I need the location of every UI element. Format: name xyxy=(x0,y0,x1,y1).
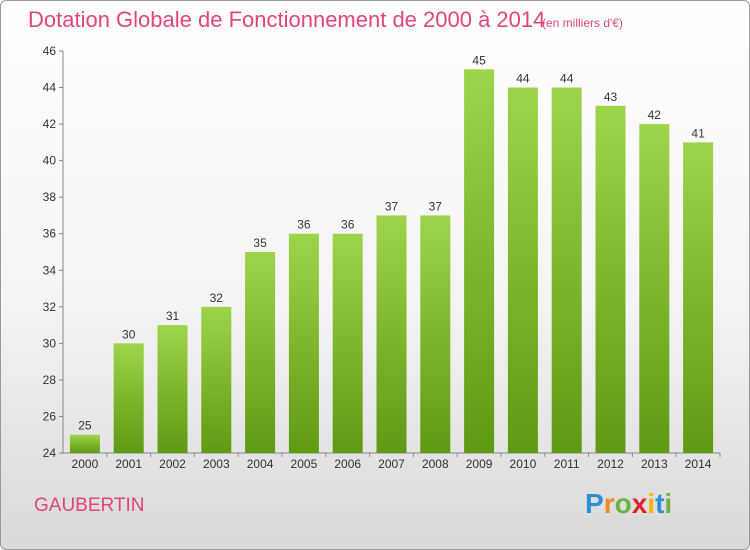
y-tick-label: 42 xyxy=(43,117,57,131)
data-label: 42 xyxy=(648,108,662,122)
y-tick-label: 24 xyxy=(43,446,57,460)
bar xyxy=(69,434,100,453)
x-tick-label: 2009 xyxy=(466,457,493,471)
data-label: 36 xyxy=(341,218,355,232)
x-tick-label: 2003 xyxy=(203,457,230,471)
bar xyxy=(420,215,451,453)
x-tick-label: 2008 xyxy=(422,457,449,471)
bar xyxy=(507,87,538,453)
y-tick-label: 40 xyxy=(43,154,57,168)
data-label: 32 xyxy=(210,291,224,305)
x-tick-label: 2001 xyxy=(115,457,142,471)
data-label: 25 xyxy=(78,419,92,433)
bars xyxy=(69,69,714,454)
bar xyxy=(376,215,407,453)
y-tick-label: 28 xyxy=(43,373,57,387)
chart-subtitle: (en milliers d'€) xyxy=(542,16,623,30)
bar xyxy=(157,325,188,453)
logo-letter: P xyxy=(585,488,604,519)
data-label: 44 xyxy=(560,72,574,86)
axes: 24 26 28 30 32 34 36 38 40 42 44 46 xyxy=(43,44,721,460)
logo-letter: r xyxy=(603,488,615,519)
data-label: 37 xyxy=(429,199,443,213)
y-tick-label: 44 xyxy=(43,81,57,95)
x-tick-label: 2007 xyxy=(378,457,405,471)
y-tick-label: 34 xyxy=(43,263,57,277)
bar xyxy=(245,252,276,453)
logo-letter: t xyxy=(655,488,665,519)
data-label: 43 xyxy=(604,90,618,104)
y-tick-label: 46 xyxy=(43,44,57,58)
x-tick-label: 2010 xyxy=(510,457,537,471)
y-tick-label: 32 xyxy=(43,300,57,314)
y-tick-label: 36 xyxy=(43,227,57,241)
x-tick-label: 2000 xyxy=(72,457,99,471)
bar xyxy=(639,124,670,453)
y-tick-label: 26 xyxy=(43,409,57,423)
x-tick-label: 2004 xyxy=(247,457,274,471)
y-tick-label: 38 xyxy=(43,190,57,204)
chart-title: Dotation Globale de Fonctionnement de 20… xyxy=(28,7,546,32)
y-tick-label: 30 xyxy=(43,336,57,350)
bar xyxy=(464,69,495,453)
proxiti-logo: Proxiti xyxy=(585,488,672,520)
logo-letter: i xyxy=(664,488,673,519)
x-tick-label: 2011 xyxy=(554,457,580,471)
x-tick-label: 2006 xyxy=(334,457,361,471)
bar xyxy=(288,233,319,453)
x-tick-label: 2005 xyxy=(291,457,318,471)
bar xyxy=(595,105,626,454)
x-tick-label: 2014 xyxy=(685,457,712,471)
data-label: 41 xyxy=(691,126,705,140)
logo-letter: o xyxy=(614,488,632,519)
data-label: 44 xyxy=(516,72,530,86)
bar xyxy=(201,306,232,453)
bar xyxy=(551,87,582,453)
bar xyxy=(683,142,714,453)
x-tick-label: 2012 xyxy=(597,457,624,471)
logo-letter: i xyxy=(647,488,656,519)
data-label: 37 xyxy=(385,199,399,213)
x-tick-label: 2013 xyxy=(641,457,668,471)
bar xyxy=(113,343,144,453)
data-label: 45 xyxy=(472,53,486,67)
logo-letter: x xyxy=(631,488,648,519)
bar xyxy=(332,233,363,453)
data-label: 30 xyxy=(122,327,136,341)
data-label: 31 xyxy=(166,309,180,323)
data-label: 36 xyxy=(297,218,311,232)
place-name: GAUBERTIN xyxy=(34,495,145,516)
x-tick-label: 2002 xyxy=(159,457,186,471)
data-label: 35 xyxy=(253,236,267,250)
labels: 2000 25 2001 30 2002 31 2003 32 2004 35 2005 36 2006… xyxy=(72,53,712,471)
